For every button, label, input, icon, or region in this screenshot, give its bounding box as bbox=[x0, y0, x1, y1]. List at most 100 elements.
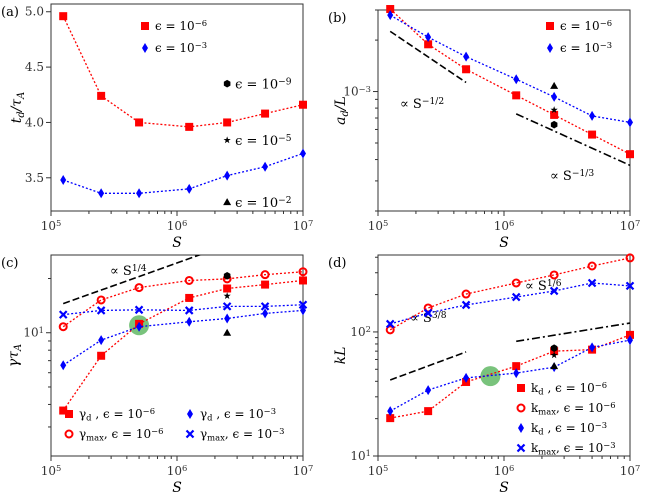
data-point bbox=[385, 319, 395, 329]
legend-marker bbox=[142, 43, 148, 53]
data-point bbox=[511, 292, 521, 302]
legend-label: kd , ϵ = 10−6 bbox=[531, 380, 607, 396]
y-tick-label: 102 bbox=[350, 324, 371, 339]
single-point bbox=[550, 81, 559, 89]
legend-label: ϵ = 10−3 bbox=[155, 40, 207, 55]
x-tick-label: 106 bbox=[494, 218, 515, 233]
data-point bbox=[625, 253, 635, 263]
data-point bbox=[424, 407, 433, 416]
legend-label: γd , ϵ = 10−3 bbox=[200, 406, 276, 422]
data-point bbox=[186, 316, 193, 327]
single-point-label: ϵ = 10−5 bbox=[235, 134, 292, 149]
legend-marker bbox=[516, 443, 526, 453]
data-point bbox=[58, 310, 68, 319]
series-line bbox=[389, 257, 631, 331]
legend-marker bbox=[141, 22, 149, 30]
data-point bbox=[260, 302, 270, 311]
series-0 bbox=[386, 5, 634, 159]
reference-line-label: ∝ S1/6 bbox=[525, 279, 562, 294]
panel-b: 105 106 107 10−3 Sad/L (b) ∝ S−1/2 ∝ S−1/3 ϵ = 1… bbox=[328, 5, 640, 251]
legend: kd , ϵ = 10−6 kmax, ϵ = 10−6 kd , ϵ = 10−3… bbox=[516, 380, 616, 457]
data-point bbox=[385, 325, 395, 335]
data-point bbox=[463, 372, 470, 383]
x-tick-label: 106 bbox=[494, 463, 515, 478]
y-tick-label: 10−3 bbox=[343, 84, 371, 99]
data-point bbox=[224, 313, 231, 324]
data-point bbox=[300, 305, 306, 316]
panel-label: (c) bbox=[1, 256, 18, 271]
data-point bbox=[300, 148, 306, 159]
data-point bbox=[134, 283, 144, 293]
data-point bbox=[626, 150, 634, 159]
data-point bbox=[512, 91, 521, 100]
panel-label: (d) bbox=[328, 256, 346, 271]
data-point bbox=[135, 118, 144, 127]
single-point bbox=[550, 362, 559, 370]
data-point bbox=[386, 414, 395, 423]
data-point bbox=[387, 406, 394, 417]
x-axis-label: S bbox=[499, 480, 509, 496]
x-tick-label: 107 bbox=[293, 463, 314, 478]
legend-marker bbox=[518, 423, 524, 433]
legend: ϵ = 10−6 ϵ = 10−3 bbox=[141, 18, 207, 55]
data-point bbox=[261, 280, 270, 289]
data-point bbox=[425, 32, 432, 43]
data-point bbox=[98, 335, 105, 346]
y-axis-label: kL bbox=[333, 347, 349, 365]
data-point bbox=[511, 278, 521, 288]
data-point bbox=[185, 122, 194, 131]
legend-marker bbox=[546, 22, 554, 30]
highlight-circle bbox=[480, 366, 501, 387]
data-point bbox=[185, 293, 194, 302]
data-point bbox=[461, 300, 471, 310]
data-point bbox=[463, 51, 470, 62]
data-point bbox=[59, 12, 68, 21]
data-point bbox=[589, 110, 596, 121]
data-point bbox=[387, 10, 394, 21]
data-point bbox=[222, 302, 232, 311]
data-point bbox=[588, 130, 597, 139]
panel-label: (b) bbox=[328, 11, 346, 26]
data-point bbox=[184, 306, 194, 315]
data-point bbox=[186, 183, 193, 194]
data-point bbox=[96, 306, 106, 315]
single-point-label: ϵ = 10−9 bbox=[235, 78, 292, 93]
legend-marker bbox=[65, 410, 73, 418]
single-point bbox=[550, 106, 558, 114]
data-point bbox=[98, 188, 105, 199]
y-tick-label: 3.5 bbox=[25, 171, 44, 185]
data-point bbox=[298, 300, 308, 310]
series-2 bbox=[60, 305, 306, 371]
x-axis-label: S bbox=[172, 235, 182, 251]
single-point bbox=[550, 351, 558, 359]
legend-label: kd , ϵ = 10−3 bbox=[531, 420, 607, 436]
data-point bbox=[425, 385, 432, 396]
data-point bbox=[627, 335, 633, 346]
series-line bbox=[62, 152, 304, 194]
legend-marker bbox=[64, 429, 74, 439]
data-point bbox=[262, 308, 269, 319]
reference-line bbox=[516, 322, 630, 343]
single-point bbox=[223, 328, 232, 336]
data-point bbox=[262, 161, 269, 172]
data-point bbox=[184, 275, 194, 285]
data-point bbox=[58, 322, 68, 332]
x-axis-label: S bbox=[499, 235, 509, 251]
panel-label: (a) bbox=[1, 5, 19, 20]
y-tick-label: 4.5 bbox=[25, 60, 44, 74]
x-tick-label: 105 bbox=[41, 463, 62, 478]
data-point bbox=[386, 5, 395, 14]
data-point bbox=[96, 295, 106, 305]
y-axis-label: td/τA bbox=[9, 92, 27, 123]
data-point bbox=[136, 188, 143, 199]
x-tick-label: 106 bbox=[167, 218, 188, 233]
reference-line-label: ∝ S1/4 bbox=[110, 264, 147, 279]
data-point bbox=[60, 360, 67, 371]
series-1 bbox=[60, 148, 306, 199]
data-point bbox=[549, 286, 559, 296]
data-point bbox=[587, 261, 597, 271]
legend: γd , ϵ = 10−6 γmax, ϵ = 10−6 γd , ϵ = 10−3… bbox=[64, 406, 285, 443]
single-point bbox=[550, 120, 558, 129]
data-point bbox=[299, 100, 307, 109]
